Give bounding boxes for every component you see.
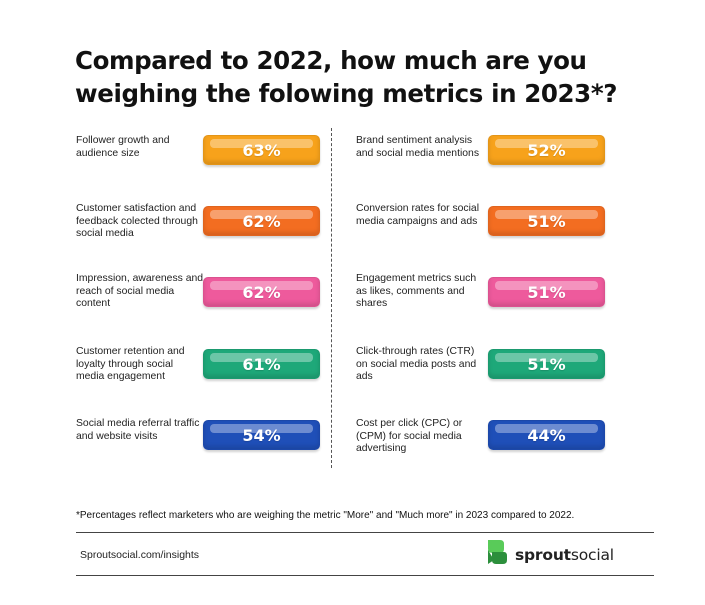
metric-label: Impression, awareness and reach of socia…	[76, 273, 204, 309]
metric-value-pill: 62%	[203, 206, 320, 236]
metric-label: Follower growth and audience size	[76, 135, 170, 159]
metric-value: 44%	[527, 425, 566, 445]
metric-value-pill: 63%	[203, 135, 320, 165]
metric-value: 63%	[242, 140, 281, 160]
metric-label: Conversion rates for social media campai…	[356, 203, 480, 227]
metric-value-pill: 44%	[488, 420, 605, 450]
metric-value-pill: 51%	[488, 349, 605, 379]
metric-label: Social media referral traffic and websit…	[76, 418, 200, 442]
sprout-leaf-icon	[485, 538, 509, 571]
metric-value: 62%	[242, 282, 281, 302]
metric-value: 61%	[242, 354, 281, 374]
footnote: *Percentages reflect marketers who are w…	[76, 510, 575, 521]
metric-value-pill: 62%	[203, 277, 320, 307]
metric-label: Engagement metrics such as likes, commen…	[356, 273, 477, 309]
metric-value: 62%	[242, 211, 281, 231]
page-title: Compared to 2022, how much are you weigh…	[75, 44, 675, 110]
metric-label: Customer retention and loyalty through s…	[76, 346, 185, 382]
metric-value-pill: 52%	[488, 135, 605, 165]
brand-name: sproutsocial	[515, 546, 614, 564]
metric-value: 52%	[527, 140, 566, 160]
metric-label: Customer satisfaction and feedback colec…	[76, 203, 198, 239]
footer-url[interactable]: Sproutsocial.com/insights	[80, 549, 200, 561]
metric-label: Brand sentiment analysis and social medi…	[356, 135, 480, 159]
metric-label: Click-through rates (CTR) on social medi…	[356, 346, 477, 382]
title-line-1: Compared to 2022, how much are you	[75, 46, 587, 75]
title-line-2: weighing the folowing metrics in 2023*?	[75, 79, 618, 108]
brand-name-regular: social	[570, 545, 614, 564]
column-divider	[331, 128, 332, 468]
metric-value: 51%	[527, 282, 566, 302]
metric-value: 51%	[527, 354, 566, 374]
metric-value-pill: 51%	[488, 206, 605, 236]
metric-value-pill: 54%	[203, 420, 320, 450]
metric-value-pill: 61%	[203, 349, 320, 379]
footer-divider-top	[76, 532, 654, 533]
brand-logo: sproutsocial	[485, 538, 614, 571]
metric-value: 54%	[242, 425, 281, 445]
footer-divider-bottom	[76, 575, 654, 576]
metric-label: Cost per click (CPC) or (CPM) for social…	[356, 418, 463, 454]
metric-value-pill: 51%	[488, 277, 605, 307]
metric-value: 51%	[527, 211, 566, 231]
brand-name-bold: sprout	[515, 545, 571, 564]
